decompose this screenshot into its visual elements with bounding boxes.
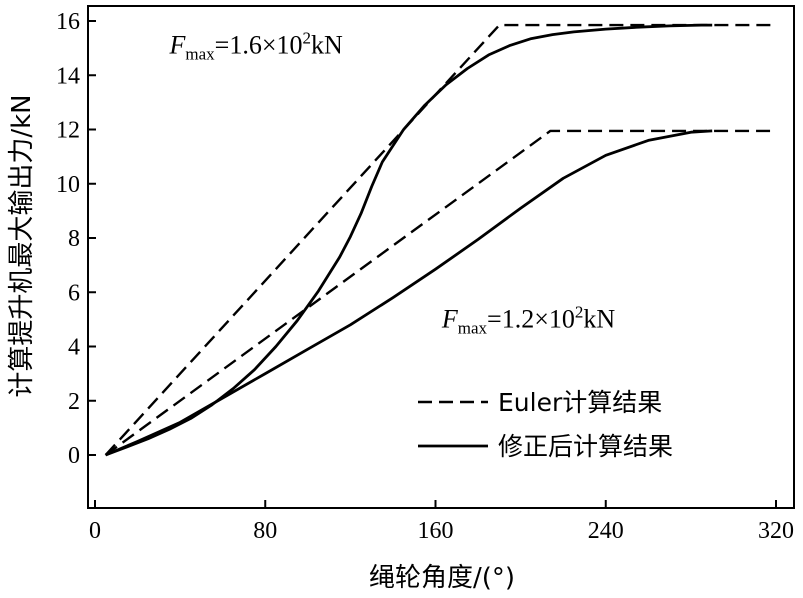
y-tick-label: 10 (56, 172, 80, 198)
annotation-prefix: F (168, 31, 186, 60)
annotation-body: =1.2×10 (487, 305, 575, 334)
annotation-superscript: 2 (302, 29, 311, 48)
axes-group (87, 5, 795, 509)
series-line-corrected-3 (105, 129, 713, 457)
series-group (104, 23, 772, 457)
x-tick-label: 240 (588, 518, 624, 544)
annotation-fmax-1: Fmax=1.2×102kN (441, 303, 616, 338)
legend-label-0: Euler计算结果 (498, 388, 662, 417)
annotation-superscript: 2 (575, 303, 584, 322)
annotation-unit: kN (311, 31, 343, 60)
annotation-subscript: max (185, 45, 215, 64)
series-line-euler-0 (104, 23, 772, 456)
y-tick-label: 12 (56, 118, 80, 144)
y-tick-label: 0 (68, 443, 80, 469)
y-tick-label: 16 (56, 9, 80, 35)
annotation-body: =1.6×10 (215, 31, 303, 60)
legend-label-1: 修正后计算结果 (498, 432, 673, 461)
ticks-group: 0 80 160 240 320 0 2 4 6 8 10 12 14 16 (56, 9, 794, 544)
annotation-fmax-0: Fmax=1.6×102kN (168, 29, 343, 64)
x-tick-label: 160 (418, 518, 454, 544)
annotation-subscript: max (458, 319, 488, 338)
y-tick-label: 8 (68, 226, 80, 252)
y-tick-label: 6 (68, 280, 80, 306)
y-tick-label: 2 (68, 389, 80, 415)
annotation-prefix: F (441, 305, 459, 334)
y-tick-label: 4 (68, 335, 80, 361)
x-axis-title: 绳轮角度/(°) (369, 563, 515, 593)
y-axis-title: 计算提升机最大输出力/kN (7, 94, 37, 397)
x-tick-label: 80 (253, 518, 277, 544)
annotation-unit: kN (583, 305, 615, 334)
x-tick-label: 320 (758, 518, 794, 544)
plot-frame (87, 5, 795, 509)
x-tick-label: 0 (89, 518, 101, 544)
y-tick-label: 14 (56, 63, 80, 89)
